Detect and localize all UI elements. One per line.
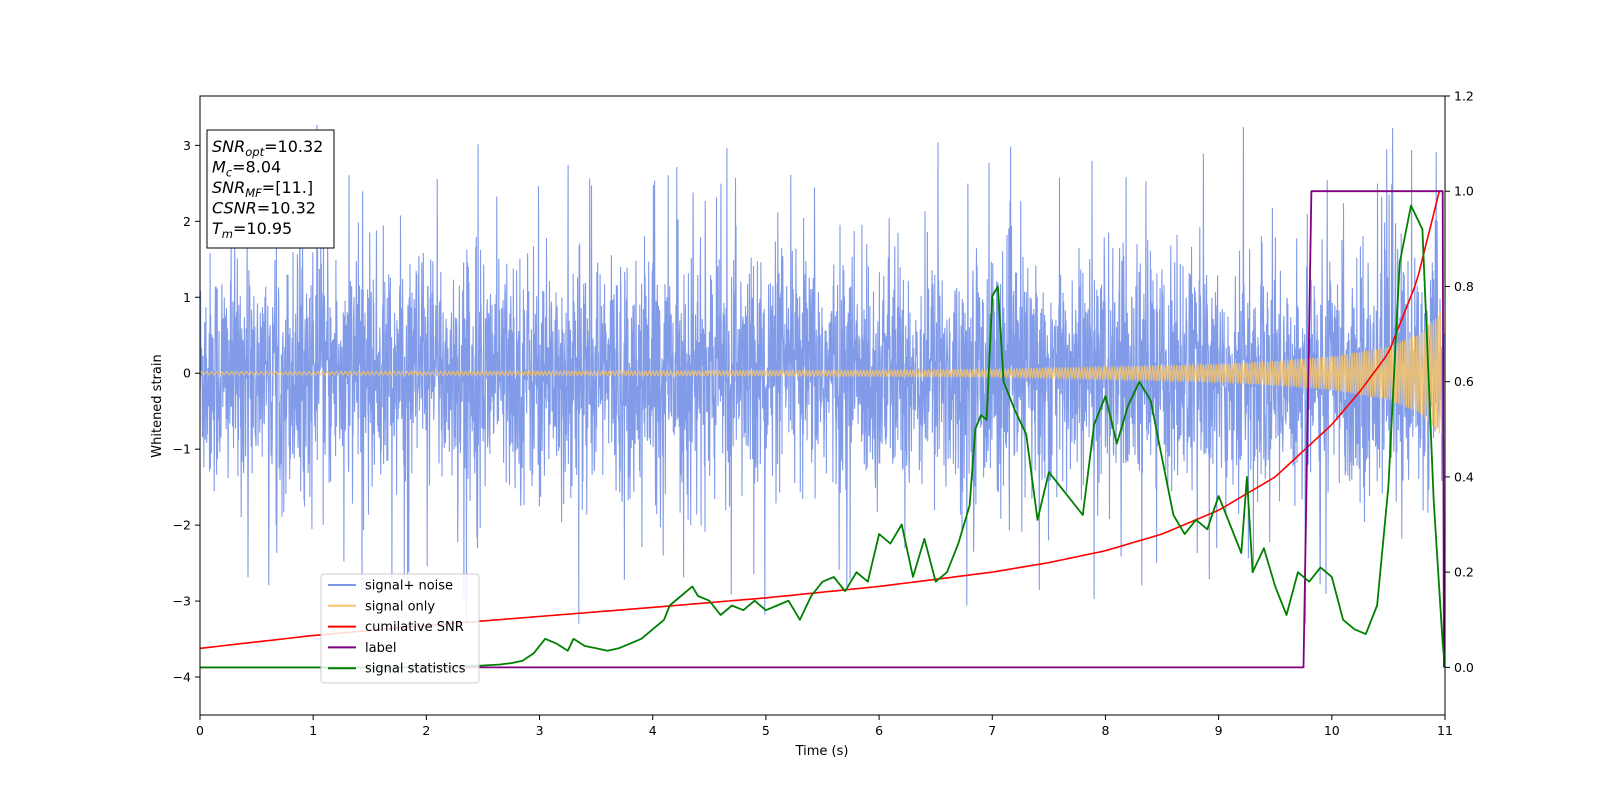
x-tick-label: 5 <box>762 723 770 738</box>
x-tick-label: 1 <box>309 723 317 738</box>
y2-tick-label: 0.2 <box>1454 565 1474 580</box>
x-tick-label: 9 <box>1215 723 1223 738</box>
x-tick-label: 11 <box>1437 723 1453 738</box>
y-tick-label: −3 <box>173 594 191 609</box>
x-tick-label: 10 <box>1324 723 1340 738</box>
x-tick-label: 0 <box>196 723 204 738</box>
y2-tick-label: 0.6 <box>1454 374 1474 389</box>
y-tick-label: −2 <box>173 518 191 533</box>
x-tick-label: 6 <box>875 723 883 738</box>
series-signal-only-line <box>200 312 1443 435</box>
series-signal-noise-line <box>200 124 1445 624</box>
plot-frame <box>199 95 1446 716</box>
legend-label: signal statistics <box>365 662 466 677</box>
x-tick-label: 2 <box>422 723 430 738</box>
legend-frame <box>320 573 480 684</box>
legend-label: label <box>365 641 396 656</box>
y-tick-label: 2 <box>183 214 191 229</box>
y-tick-label: 3 <box>183 138 191 153</box>
info-box-entry: Tm=10.95 <box>212 219 292 241</box>
x-tick-label: 4 <box>649 723 657 738</box>
y2-tick-label: 1.2 <box>1454 89 1474 104</box>
legend-label: cumilative SNR <box>365 620 464 635</box>
info-box-entry: Mc=8.04 <box>212 158 281 180</box>
info-box-entry: CSNR=10.32 <box>212 199 316 218</box>
x-tick-label: 3 <box>536 723 544 738</box>
info-box: SNRopt=10.32Mc=8.04SNRMF=[11.]CSNR=10.32… <box>206 129 335 249</box>
x-axis-label: Time (s) <box>795 744 849 759</box>
y-tick-label: −4 <box>173 670 191 685</box>
y-axis-label: Whitened strain <box>150 354 165 457</box>
series-label-line <box>200 190 1445 669</box>
y-tick-label: 1 <box>183 290 191 305</box>
info-box-entry: SNRMF=[11.] <box>212 178 313 200</box>
y-tick-label: 0 <box>183 366 191 381</box>
y2-tick-label: 1.0 <box>1454 184 1474 199</box>
y2-tick-label: 0.0 <box>1454 660 1474 675</box>
series-signal-statistics-line <box>200 204 1445 669</box>
x-tick-label: 7 <box>988 723 996 738</box>
info-box-frame <box>206 129 335 249</box>
y-tick-label: −1 <box>173 442 191 457</box>
legend-label: signal only <box>365 599 435 614</box>
legend: signal+ noise signal only cumilative SNR la… <box>320 573 480 684</box>
y2-tick-label: 0.4 <box>1454 469 1474 484</box>
info-box-entry: SNRopt=10.32 <box>212 137 323 159</box>
x-tick-label: 8 <box>1101 723 1109 738</box>
y2-tick-label: 0.8 <box>1454 279 1474 294</box>
legend-label: signal+ noise <box>365 579 453 594</box>
